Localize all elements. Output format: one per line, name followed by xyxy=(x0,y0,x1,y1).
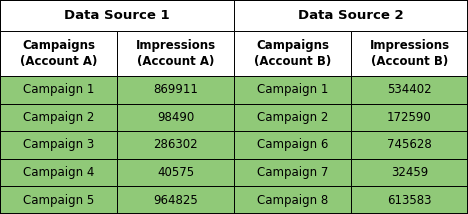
Bar xyxy=(234,186,351,214)
Text: 534402: 534402 xyxy=(387,83,432,96)
Bar xyxy=(0,0,234,31)
Text: 964825: 964825 xyxy=(153,194,198,207)
Text: Data Source 1: Data Source 1 xyxy=(64,9,170,22)
Bar xyxy=(0,31,117,76)
Text: 40575: 40575 xyxy=(157,166,194,179)
Text: 172590: 172590 xyxy=(387,111,432,124)
Text: Campaign 2: Campaign 2 xyxy=(23,111,94,124)
Text: Campaign 2: Campaign 2 xyxy=(257,111,328,124)
Bar xyxy=(351,104,468,131)
Text: Campaign 5: Campaign 5 xyxy=(23,194,94,207)
Bar xyxy=(351,31,468,76)
Bar xyxy=(234,76,351,104)
Bar xyxy=(117,104,234,131)
Text: Campaign 1: Campaign 1 xyxy=(23,83,94,96)
Bar xyxy=(234,159,351,186)
Text: Impressions
(Account B): Impressions (Account B) xyxy=(369,40,450,67)
Text: Campaign 4: Campaign 4 xyxy=(23,166,94,179)
Bar xyxy=(234,0,468,31)
Bar xyxy=(234,104,351,131)
Text: Campaign 7: Campaign 7 xyxy=(257,166,328,179)
Bar xyxy=(0,76,117,104)
Bar xyxy=(351,186,468,214)
Bar xyxy=(0,159,117,186)
Text: Campaign 8: Campaign 8 xyxy=(257,194,328,207)
Text: Campaign 6: Campaign 6 xyxy=(257,138,328,152)
Bar xyxy=(117,186,234,214)
Bar xyxy=(351,159,468,186)
Text: 613583: 613583 xyxy=(387,194,432,207)
Bar xyxy=(234,31,351,76)
Bar xyxy=(117,159,234,186)
Text: 286302: 286302 xyxy=(153,138,198,152)
Text: Impressions
(Account A): Impressions (Account A) xyxy=(135,40,216,67)
Bar xyxy=(234,131,351,159)
Text: Campaigns
(Account A): Campaigns (Account A) xyxy=(20,40,97,67)
Bar xyxy=(117,31,234,76)
Bar xyxy=(0,186,117,214)
Bar xyxy=(351,76,468,104)
Text: 98490: 98490 xyxy=(157,111,194,124)
Text: Campaigns
(Account B): Campaigns (Account B) xyxy=(254,40,331,67)
Text: 745628: 745628 xyxy=(387,138,432,152)
Bar xyxy=(117,131,234,159)
Text: Campaign 1: Campaign 1 xyxy=(257,83,328,96)
Bar xyxy=(117,76,234,104)
Text: 32459: 32459 xyxy=(391,166,428,179)
Text: Data Source 2: Data Source 2 xyxy=(298,9,404,22)
Bar xyxy=(0,131,117,159)
Bar xyxy=(351,131,468,159)
Text: Campaign 3: Campaign 3 xyxy=(23,138,94,152)
Text: 869911: 869911 xyxy=(153,83,198,96)
Bar xyxy=(0,104,117,131)
